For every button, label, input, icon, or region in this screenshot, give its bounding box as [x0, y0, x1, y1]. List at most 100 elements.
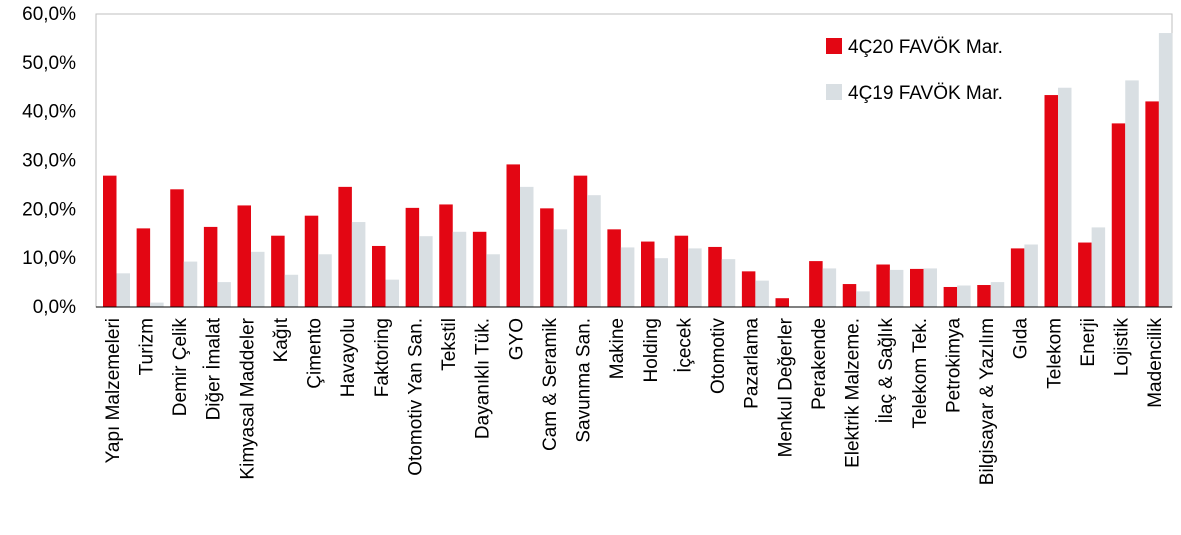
bar-series-1	[842, 284, 857, 307]
bar-series-1	[910, 268, 924, 307]
bar-series-2	[1158, 33, 1173, 307]
y-tick-label: 30,0%	[22, 151, 76, 172]
bar-series-1	[943, 286, 958, 307]
legend-swatch	[826, 38, 842, 54]
x-tick-label: Otomotiv Yan San.	[405, 318, 426, 476]
x-tick-label: Diğer İmalat	[204, 317, 225, 420]
bar-series-2	[957, 285, 971, 307]
x-tick-label: Tekstil	[439, 318, 460, 371]
x-tick-label: Makine	[607, 318, 628, 379]
y-tick-label: 10,0%	[22, 248, 76, 269]
x-tick-label: Dayanıklı Tük.	[473, 318, 494, 439]
bar-series-2	[856, 291, 870, 307]
bar-series-1	[237, 205, 251, 307]
bar-series-2	[452, 231, 467, 307]
x-tick-label: Havayolu	[338, 318, 359, 397]
x-tick-label: Menkul Değerler	[775, 317, 796, 457]
x-tick-label: Kimyasal Maddeler	[237, 317, 258, 479]
x-tick-label: Lojistik	[1112, 318, 1133, 377]
bar-series-1	[741, 271, 756, 307]
x-tick-label: Bilgisayar & Yazılım	[977, 318, 998, 485]
bar-series-1	[809, 261, 823, 307]
bar-series-2	[284, 274, 299, 307]
bar-series-1	[271, 235, 285, 307]
y-tick-label: 40,0%	[22, 102, 76, 123]
bar-series-2	[654, 258, 668, 307]
bar-series-1	[775, 298, 789, 307]
bar-series-2	[520, 186, 534, 307]
bar-series-2	[251, 251, 265, 307]
bar-series-1	[1111, 123, 1126, 307]
y-tick-label: 50,0%	[22, 53, 76, 74]
bar-series-2	[553, 229, 568, 307]
x-tick-label: Gıda	[1011, 318, 1032, 360]
x-tick-label: Çimento	[305, 318, 326, 389]
bar-series-2	[721, 259, 736, 307]
bar-series-2	[419, 236, 433, 307]
x-tick-label: Pazarlama	[742, 318, 763, 409]
bar-series-1	[540, 208, 554, 307]
bar-series-1	[338, 186, 352, 307]
bar-series-1	[506, 164, 520, 307]
x-tick-label: Perakende	[809, 318, 830, 410]
bar-series-1	[103, 175, 117, 307]
bar-series-1	[708, 246, 722, 307]
legend-label: 4Ç20 FAVÖK Mar.	[848, 37, 1003, 58]
bar-series-2	[587, 195, 601, 307]
bar-series-2	[923, 268, 937, 307]
bar-series-1	[1010, 248, 1025, 307]
bar-series-1	[573, 175, 588, 307]
bar-series-1	[641, 241, 655, 307]
bar-series-2	[1058, 87, 1072, 308]
x-tick-label: Enerji	[1078, 318, 1099, 367]
bars-group	[103, 33, 1173, 308]
bar-series-2	[889, 269, 904, 307]
x-tick-label: GYO	[506, 318, 527, 360]
bar-series-2	[1024, 244, 1038, 307]
x-tick-label: Cam & Seramik	[540, 318, 561, 452]
legend: 4Ç20 FAVÖK Mar. 4Ç19 FAVÖK Mar.	[826, 37, 1003, 104]
legend-label: 4Ç19 FAVÖK Mar.	[848, 83, 1003, 104]
legend-swatch	[826, 84, 842, 100]
x-tick-label: Petrokimya	[943, 318, 964, 413]
y-tick-label: 60,0%	[22, 4, 76, 25]
x-tick-label: Otomotiv	[708, 318, 729, 395]
x-axis: Yapı Malzemeleri Turizm Demir Çelik Diğer İ…	[103, 317, 1166, 485]
bar-series-1	[674, 235, 689, 307]
bar-series-1	[304, 215, 319, 307]
x-tick-label: Demir Çelik	[170, 318, 191, 417]
x-tick-label: Savunma San.	[574, 318, 595, 443]
x-tick-label: Turizm	[136, 318, 157, 375]
bar-series-2	[385, 279, 399, 307]
y-axis: 0,0% 10,0% 20,0% 30,0% 40,0% 50,0% 60,0%	[22, 4, 76, 318]
bar-series-2	[217, 282, 231, 307]
bar-series-2	[116, 273, 130, 307]
bar-series-1	[136, 228, 151, 307]
bar-series-1	[405, 207, 420, 307]
x-tick-label: Telekom	[1044, 318, 1065, 389]
bar-series-1	[1044, 95, 1058, 307]
bar-series-2	[1091, 227, 1106, 307]
bar-series-2	[318, 254, 332, 307]
bar-series-2	[1125, 80, 1139, 307]
bar-series-1	[472, 231, 487, 307]
bar-series-1	[170, 189, 184, 307]
bar-series-2	[351, 222, 366, 307]
x-tick-label: Faktoring	[372, 318, 393, 397]
bar-series-1	[977, 285, 991, 307]
x-tick-label: İlaç & Sağlık	[876, 318, 897, 424]
bar-series-2	[183, 261, 198, 307]
bar-series-2	[620, 247, 635, 307]
bar-series-1	[203, 226, 218, 307]
bar-series-2	[150, 302, 164, 307]
bar-series-2	[755, 280, 769, 307]
x-tick-label: Elektrik Malzeme.	[843, 318, 864, 468]
bar-series-2	[486, 254, 500, 307]
y-tick-label: 0,0%	[33, 297, 76, 318]
bar-series-1	[439, 204, 453, 307]
y-tick-label: 20,0%	[22, 199, 76, 220]
bar-series-1	[1145, 101, 1159, 307]
x-tick-label: Telekom Tek.	[910, 318, 931, 429]
